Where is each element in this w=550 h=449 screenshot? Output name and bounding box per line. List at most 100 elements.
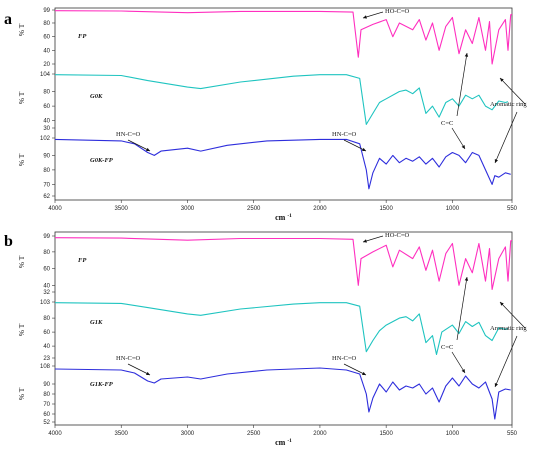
annotation-arrowhead [461, 369, 465, 373]
x-tick-label: 4000 [48, 431, 62, 437]
x-tick-label: 3000 [181, 206, 195, 212]
x-tick-label: 1500 [379, 206, 393, 212]
series-line-fp [54, 10, 513, 65]
annotation-label: HN-C=O [332, 131, 357, 138]
annotation-arrowhead [461, 145, 465, 149]
annotation-label: Aromatic ring [490, 325, 527, 332]
series-label: FP [78, 33, 87, 40]
plot-frame [54, 7, 513, 201]
annotation-arrow [499, 77, 526, 105]
annotation-arrow [456, 52, 468, 117]
annotation-arrow [499, 301, 526, 329]
y-tick-label: 80 [43, 90, 50, 96]
y-tick-label: 40 [43, 344, 50, 350]
y-tick-label: 103 [40, 300, 51, 306]
series-line-g1k-fp [54, 367, 511, 420]
annotation-arrowhead [362, 147, 366, 151]
annotation-label: HO-C=O [385, 232, 410, 239]
y-axis-title: % T [17, 23, 26, 36]
y-tick-label: 90 [43, 382, 50, 388]
y-tick-label: 102 [40, 136, 51, 142]
annotation-arrow [456, 276, 468, 341]
x-axis-label: cm -1 [275, 213, 292, 222]
annotation-arrowhead [494, 383, 499, 387]
x-tick-label: 3000 [181, 431, 195, 437]
annotation-arrow [451, 351, 466, 374]
y-tick-label: 60 [43, 412, 50, 418]
series-line-g0k-fp [54, 138, 511, 190]
y-axis-title: % T [17, 153, 26, 166]
annotation-arrowhead [363, 15, 367, 19]
annotation-arrow [127, 139, 151, 152]
x-tick-label: 1000 [446, 431, 460, 437]
y-tick-label: 60 [43, 330, 50, 336]
annotation-label: HO-C=O [385, 8, 410, 15]
annotation-arrowhead [464, 277, 469, 281]
annotation-arrow [494, 335, 518, 388]
x-tick-label: 550 [507, 206, 518, 212]
y-tick-label: 80 [43, 168, 50, 174]
y-axis-title: % T [17, 323, 26, 336]
annotation-arrowhead [146, 147, 150, 151]
x-axis-label-superscript: -1 [287, 438, 292, 444]
y-tick-label: 70 [43, 182, 50, 188]
x-tick-label: 1500 [379, 431, 393, 437]
annotation-label: Aromatic ring [490, 101, 527, 108]
x-tick-label: 550 [507, 431, 518, 437]
plot-frame [54, 231, 513, 426]
y-tick-label: 80 [43, 21, 50, 27]
panel-label-a: a [4, 11, 12, 28]
annotation-label: C=C [441, 120, 453, 127]
y-tick-label: 60 [43, 104, 50, 110]
series-line-fp [54, 237, 513, 291]
x-tick-label: 1000 [446, 206, 460, 212]
annotation-arrowhead [464, 53, 469, 57]
series-label: FP [78, 257, 87, 264]
y-tick-label: 80 [43, 250, 50, 256]
y-tick-label: 30 [43, 126, 50, 132]
y-tick-label: 62 [43, 194, 50, 200]
y-tick-label: 23 [43, 356, 50, 362]
series-line-g0k [54, 74, 509, 125]
annotation-label: HN-C=O [116, 131, 141, 138]
x-axis-label: cm -1 [275, 438, 292, 447]
y-tick-label: 99 [43, 234, 50, 240]
y-tick-label: 108 [40, 364, 51, 370]
y-axis-title: % T [17, 387, 26, 400]
y-tick-label: 60 [43, 267, 50, 273]
annotation-arrowhead [494, 159, 499, 163]
annotation-label: HN-C=O [332, 355, 357, 362]
y-tick-label: 32 [43, 290, 50, 296]
annotation-arrow [343, 363, 367, 376]
panel-label-b: b [4, 233, 13, 250]
series-line-g1k [54, 302, 509, 356]
series-label: G0K-FP [90, 157, 114, 164]
y-tick-label: 104 [40, 72, 51, 78]
y-tick-label: 40 [43, 119, 50, 125]
annotation-arrow [494, 111, 518, 164]
annotation-arrow [343, 139, 367, 152]
annotation-arrowhead [500, 302, 504, 306]
x-axis-label-superscript: -1 [287, 213, 292, 219]
series-label: G1K-FP [90, 381, 114, 388]
x-tick-label: 2000 [313, 431, 327, 437]
y-axis-title: % T [17, 91, 26, 104]
annotation-label: C=C [441, 344, 453, 351]
y-tick-label: 80 [43, 316, 50, 322]
annotation-arrowhead [362, 371, 366, 375]
x-tick-label: 4000 [48, 206, 62, 212]
annotation-arrow [451, 127, 466, 150]
annotation-label: HN-C=O [116, 355, 141, 362]
y-axis-title: % T [17, 255, 26, 268]
panel-a: a 4000 3500 3000 2500 2000 1500 1000 550 cm -1 99… [4, 7, 527, 222]
series-label: G0K [90, 93, 103, 100]
y-tick-label: 52 [43, 420, 50, 426]
panel-b: b 4000 3500 3000 2500 2000 1500 1000 550 cm -1 99… [4, 231, 527, 447]
y-tick-label: 70 [43, 402, 50, 408]
y-tick-label: 40 [43, 283, 50, 289]
y-tick-label: 80 [43, 392, 50, 398]
x-tick-label: 2000 [313, 206, 327, 212]
x-tick-label: 3500 [115, 431, 129, 437]
annotation-arrowhead [146, 371, 150, 375]
y-tick-label: 20 [43, 62, 50, 68]
